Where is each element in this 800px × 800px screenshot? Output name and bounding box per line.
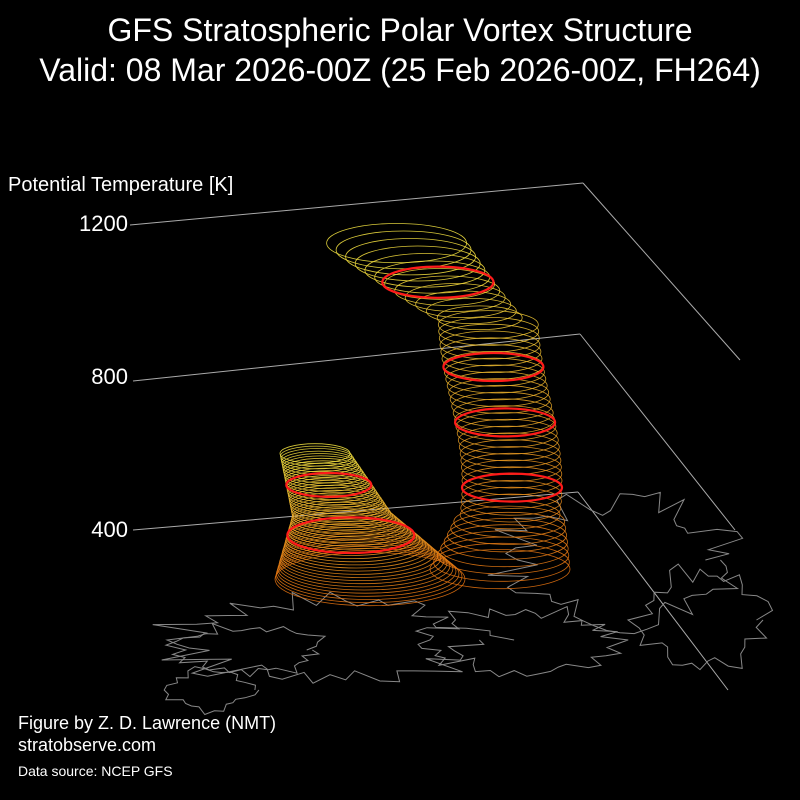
vortex-lobe-right [326,223,571,590]
site-link: stratobserve.com [18,735,157,755]
vortex-contour [446,518,567,553]
vortex-contour [282,457,362,481]
vortex-contour [394,275,501,306]
vortex-contour [284,524,427,566]
vortex-contour [286,477,376,503]
chart-subtitle: Valid: 08 Mar 2026-00Z (25 Feb 2026-00Z,… [39,52,761,88]
highlight-contour [286,516,416,555]
z-axis-label: Potential Temperature [K] [8,174,234,196]
vortex-contour [457,425,559,455]
coastline [626,563,774,671]
data-source: Data source: NCEP GFS [18,763,173,779]
vortex-contour [461,459,563,489]
vortex-lobe-left [274,443,466,607]
vortex-contour [460,452,562,482]
vortex-contour [275,550,463,604]
vortex-contour [440,530,569,568]
vortex-contour [456,418,558,448]
vortex-contour [451,391,553,421]
vortex-contour [278,539,448,588]
highlight-contour [442,351,545,383]
axis-gridline [579,333,736,531]
axis-gridline [577,491,729,691]
vortex-contour [279,443,351,464]
axis-frame [129,182,741,691]
vortex-contour [440,337,542,367]
z-tick-label: 400 [91,517,128,542]
vortex-contour [448,378,550,407]
highlight-contour [454,407,557,438]
vortex-contour [283,460,363,484]
vortex-contour [450,511,567,545]
highlight-contour [460,472,564,503]
vortex-contour [282,455,360,478]
vortex-contour [441,344,543,374]
vortex-contour [425,297,517,324]
vortex-contour [461,466,563,496]
axis-gridline [132,333,581,382]
z-tick-label: 800 [91,364,128,389]
vortex-contour [436,305,523,331]
vortex-contour [443,524,568,560]
vortex-contour [280,445,353,467]
chart-title: GFS Stratospheric Polar Vortex Structure [107,12,693,48]
highlight-contour [285,471,373,498]
vortex-contour [284,522,424,563]
vortex-contour [460,493,562,523]
vortex-contour [429,549,571,590]
vortex-contour [279,537,445,585]
vortex-contour [437,310,539,340]
vortex-contour [404,283,506,312]
figure-credit: Figure by Z. D. Lawrence (NMT) [18,713,277,733]
vortex-contour [290,505,399,537]
vortex-contour [354,245,481,282]
highlight-contour [381,265,495,299]
z-tick-label: 1200 [79,211,128,236]
axis-gridline [129,182,584,226]
vortex-contour [449,384,551,414]
axis-gridline [582,182,741,361]
vortex-contour [438,316,540,346]
vortex-contour [461,479,563,509]
vortex-contour [283,527,430,569]
vortex-contour [443,357,545,387]
vortex-contour [281,450,356,473]
vortex-contour [291,504,396,534]
vortex-contour [460,486,562,516]
vortex-contour [433,542,570,582]
coastline [414,605,629,678]
vortex-contour [445,364,547,394]
coastline [487,491,744,635]
vortex-contour [439,330,541,360]
coastline [164,622,327,678]
vortex-contour [459,439,561,469]
coastline-map [152,491,774,716]
vortex-contour [446,371,548,401]
vortex-contour [384,268,496,300]
vortex-contour [280,448,354,470]
coastline [152,591,515,684]
vortex-contour [277,543,454,594]
vortex-contour [452,398,554,428]
vortex-contour [281,531,436,575]
vortex-contour [458,432,560,462]
vortex-contour [364,253,486,288]
vortex-contour [276,545,457,597]
vortex-contour [326,223,468,264]
vortex-contour [453,505,566,538]
coastline [163,666,260,716]
